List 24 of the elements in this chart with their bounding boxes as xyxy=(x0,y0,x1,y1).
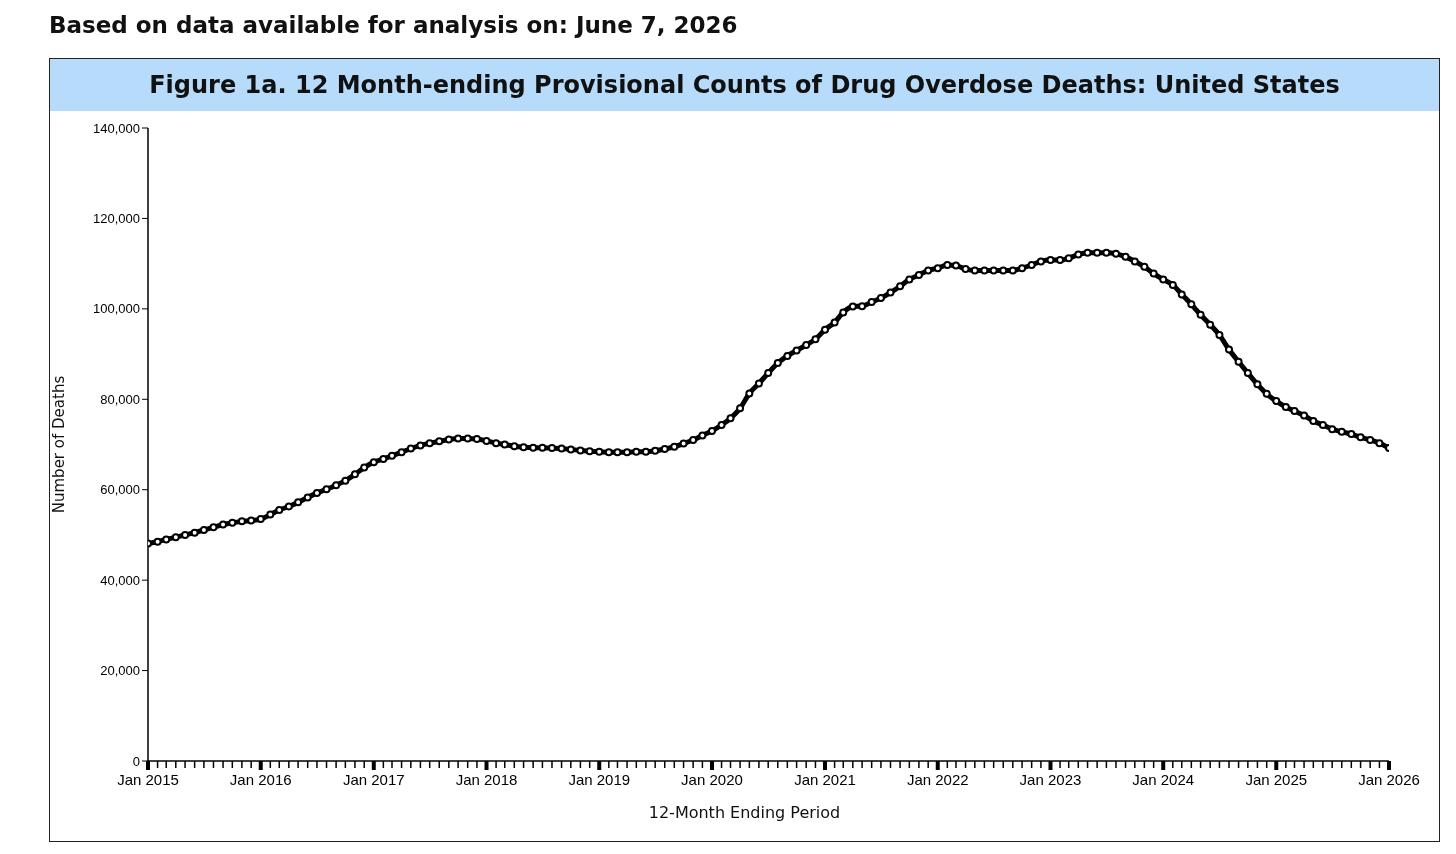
y-tick-label: 0 xyxy=(132,753,140,769)
x-axis-title: 12-Month Ending Period xyxy=(647,803,842,822)
y-tick-label: 100,000 xyxy=(93,301,140,317)
y-tick-label: 40,000 xyxy=(100,572,140,588)
x-tick-label: Jan 2019 xyxy=(568,771,631,788)
chart-subtitle: Based on data available for analysis on: June 7, 2026 xyxy=(49,12,738,38)
x-tick-label: Jan 2026 xyxy=(1358,771,1420,788)
y-tick-label: 20,000 xyxy=(100,663,140,679)
x-tick-label: Jan 2017 xyxy=(342,771,405,788)
y-tick-label: 80,000 xyxy=(100,391,140,407)
y-tick-label: 120,000 xyxy=(93,211,140,227)
x-tick-label: Jan 2021 xyxy=(794,771,856,788)
x-tick-label: Jan 2015 xyxy=(117,771,179,788)
x-tick-label: Jan 2020 xyxy=(681,771,743,788)
x-tick-label: Jan 2018 xyxy=(455,771,518,788)
chart-title: Figure 1a. 12 Month-ending Provisional Counts of Drug Overdose Deaths: United States xyxy=(50,59,1439,111)
y-tick-label: 60,000 xyxy=(100,482,140,498)
y-axis-title: Number of Deaths xyxy=(50,375,69,514)
x-tick-label: Jan 2016 xyxy=(229,771,292,788)
x-tick-label: Jan 2022 xyxy=(906,771,969,788)
x-tick-label: Jan 2023 xyxy=(1019,771,1082,788)
y-tick-label: 140,000 xyxy=(93,120,140,136)
x-tick-label: Jan 2025 xyxy=(1245,771,1308,788)
x-tick-label: Jan 2024 xyxy=(1132,771,1195,788)
